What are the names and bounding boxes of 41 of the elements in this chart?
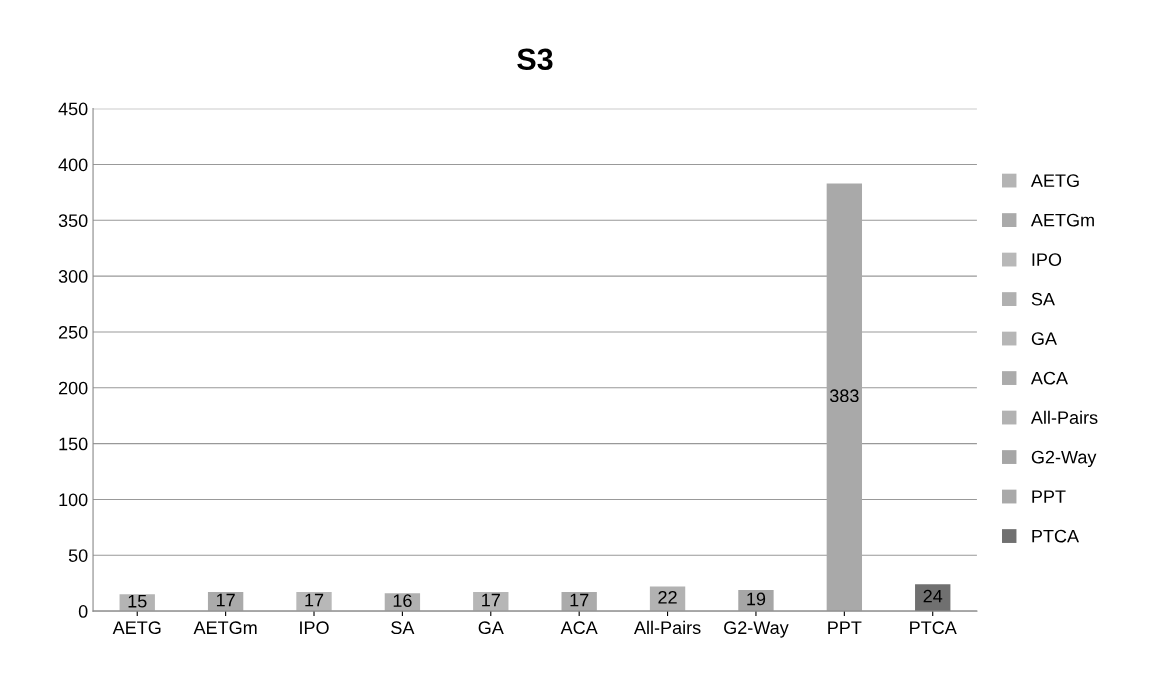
data-label: 17 bbox=[482, 593, 500, 607]
y-tick-label: 100 bbox=[59, 493, 88, 507]
legend-label: PPT bbox=[1032, 490, 1066, 503]
y-tick-label: 350 bbox=[58, 214, 88, 228]
y-tick-label: 400 bbox=[58, 158, 88, 172]
data-label: 15 bbox=[128, 594, 147, 608]
data-label: 19 bbox=[747, 592, 766, 606]
data-label: 383 bbox=[829, 389, 859, 403]
x-tick-label: GA bbox=[478, 621, 504, 635]
x-tick-label: SA bbox=[391, 621, 415, 635]
data-label: 16 bbox=[393, 594, 412, 608]
x-tick-label: PPT bbox=[828, 621, 862, 634]
legend-label: ACA bbox=[1030, 371, 1068, 385]
y-tick-label: 200 bbox=[58, 381, 88, 395]
data-label: 22 bbox=[658, 590, 677, 604]
x-tick-label: G2-Way bbox=[724, 621, 789, 638]
y-tick-label: 250 bbox=[58, 325, 88, 339]
data-label: 17 bbox=[216, 593, 235, 607]
data-label: 17 bbox=[570, 593, 589, 607]
legend-label: AETG bbox=[1030, 174, 1079, 188]
x-tick-label: ACA bbox=[560, 621, 598, 635]
x-tick-label: AETGm bbox=[193, 621, 257, 635]
legend-label: IPO bbox=[1032, 253, 1062, 267]
legend-label: GA bbox=[1031, 332, 1057, 346]
data-label: 17 bbox=[305, 593, 324, 607]
y-tick-label: 300 bbox=[58, 270, 88, 283]
y-tick-label: 0 bbox=[78, 605, 88, 618]
y-tick-label: 150 bbox=[59, 437, 88, 451]
x-tick-label: AETG bbox=[112, 621, 161, 635]
x-tick-label: All-Pairs bbox=[633, 620, 701, 635]
x-tick-label: IPO bbox=[300, 621, 329, 635]
legend-label: AETGm bbox=[1030, 213, 1094, 227]
x-tick-label: PTCA bbox=[910, 621, 957, 635]
data-label: 24 bbox=[923, 589, 943, 603]
chart-title: S3 bbox=[517, 48, 553, 71]
legend-label: G2-Way bbox=[1031, 450, 1097, 468]
y-tick-label: 450 bbox=[58, 102, 88, 116]
legend-label: PTCA bbox=[1032, 529, 1080, 543]
legend-label: All-Pairs bbox=[1030, 410, 1098, 425]
legend-label: SA bbox=[1031, 292, 1055, 306]
y-tick-label: 50 bbox=[68, 549, 88, 562]
